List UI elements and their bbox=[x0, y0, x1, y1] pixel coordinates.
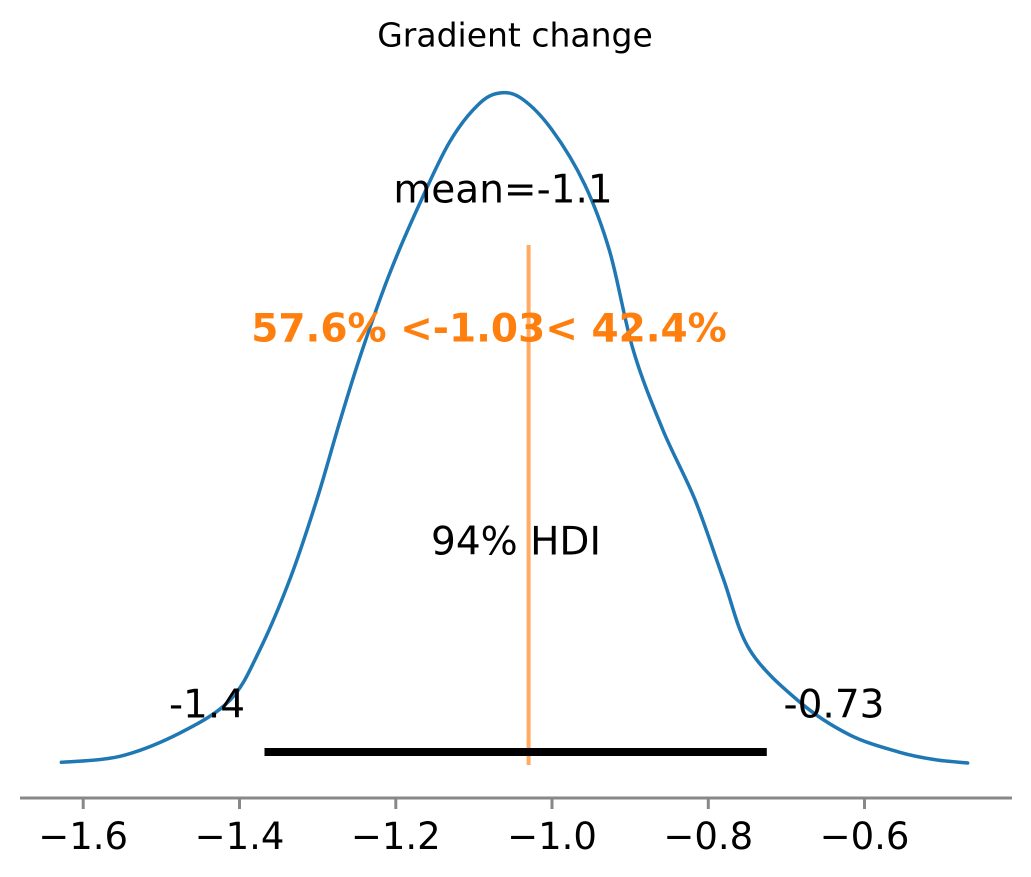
hdi-lower-label: -1.4 bbox=[168, 682, 246, 728]
kde-density-curve bbox=[59, 90, 970, 765]
x-tick-label: −1.4 bbox=[194, 815, 285, 858]
x-tick-label: −0.6 bbox=[819, 815, 910, 858]
mean-label: mean=-1.1 bbox=[393, 167, 613, 213]
hdi-upper-label: -0.73 bbox=[783, 682, 885, 728]
x-tick-label: −1.0 bbox=[507, 815, 597, 858]
chart-title: Gradient change bbox=[377, 15, 653, 55]
x-axis-ticks bbox=[81, 799, 866, 809]
x-tick-label: −1.6 bbox=[38, 815, 129, 858]
hdi-prob-label: 94% HDI bbox=[431, 519, 601, 565]
x-tick-label: −1.2 bbox=[350, 815, 441, 858]
x-tick-label: −0.8 bbox=[663, 815, 754, 858]
ref-val-label: 57.6% <-1.03< 42.4% bbox=[251, 306, 727, 352]
